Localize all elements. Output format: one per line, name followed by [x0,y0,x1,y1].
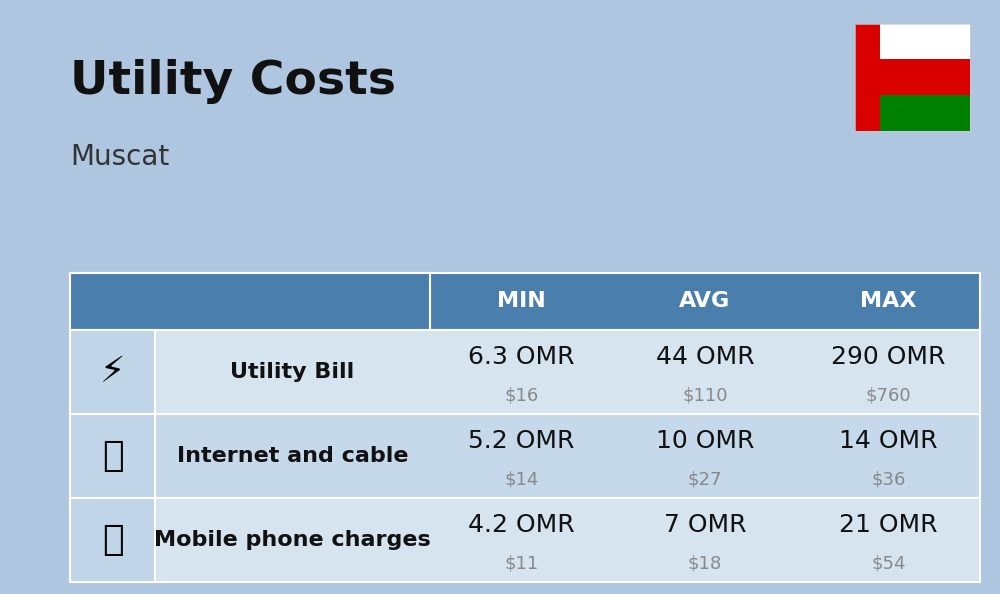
Text: 14 OMR: 14 OMR [839,429,938,453]
FancyBboxPatch shape [70,498,155,582]
Text: MAX: MAX [860,292,917,311]
FancyBboxPatch shape [855,24,970,59]
Text: 6.3 OMR: 6.3 OMR [468,345,575,369]
Text: 📶: 📶 [102,439,123,473]
Text: 5.2 OMR: 5.2 OMR [468,429,575,453]
Text: $14: $14 [504,470,539,489]
FancyBboxPatch shape [70,498,980,582]
Text: AVG: AVG [679,292,731,311]
Text: 290 OMR: 290 OMR [831,345,946,369]
Text: $11: $11 [505,555,539,573]
Text: $110: $110 [682,387,728,405]
Text: $36: $36 [871,470,906,489]
Text: 10 OMR: 10 OMR [656,429,754,453]
FancyBboxPatch shape [70,273,430,330]
Text: MIN: MIN [497,292,546,311]
Text: ⚡: ⚡ [100,355,125,388]
FancyBboxPatch shape [855,24,880,131]
Text: 21 OMR: 21 OMR [839,513,938,537]
Text: 44 OMR: 44 OMR [656,345,754,369]
Text: $54: $54 [871,555,906,573]
FancyBboxPatch shape [70,330,155,414]
FancyBboxPatch shape [70,273,980,330]
FancyBboxPatch shape [855,95,970,131]
FancyBboxPatch shape [70,330,980,414]
Text: $16: $16 [505,387,539,405]
Text: Utility Costs: Utility Costs [70,59,396,105]
Text: Muscat: Muscat [70,143,169,170]
Text: 📱: 📱 [102,523,123,557]
Text: $27: $27 [688,470,722,489]
Text: $760: $760 [866,387,911,405]
Text: 7 OMR: 7 OMR [664,513,746,537]
Text: Mobile phone charges: Mobile phone charges [154,530,431,550]
FancyBboxPatch shape [70,414,155,498]
Text: Internet and cable: Internet and cable [177,446,408,466]
Text: 4.2 OMR: 4.2 OMR [468,513,575,537]
Text: $18: $18 [688,555,722,573]
Text: Utility Bill: Utility Bill [230,362,355,382]
FancyBboxPatch shape [70,414,980,498]
FancyBboxPatch shape [855,59,970,95]
